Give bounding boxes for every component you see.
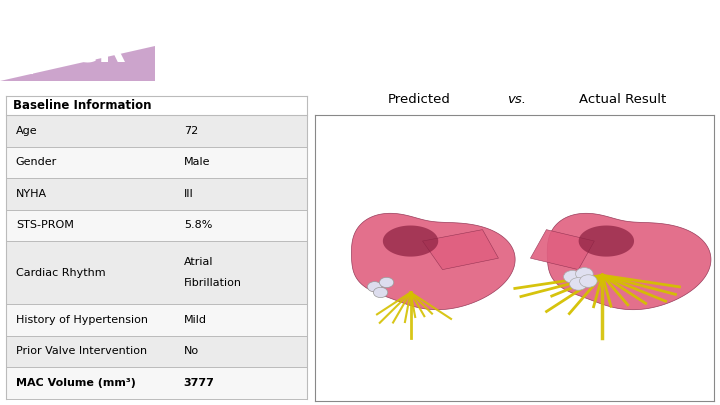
Circle shape — [570, 277, 588, 290]
Text: Case Study 1: Caseous Calcification: Case Study 1: Caseous Calcification — [238, 31, 623, 51]
Circle shape — [379, 277, 394, 288]
Bar — [6, 147, 307, 178]
Polygon shape — [351, 213, 515, 310]
Text: Atrial: Atrial — [184, 257, 213, 267]
Circle shape — [367, 281, 382, 292]
Circle shape — [374, 287, 388, 298]
Text: 72: 72 — [184, 126, 198, 136]
Bar — [6, 209, 307, 241]
Polygon shape — [579, 226, 634, 257]
Polygon shape — [531, 230, 594, 270]
Text: Predicted: Predicted — [387, 94, 451, 107]
Text: Actual Result: Actual Result — [579, 94, 666, 107]
Polygon shape — [383, 226, 438, 257]
Text: MAC Volume (mm³): MAC Volume (mm³) — [16, 378, 135, 388]
Text: III: III — [184, 189, 194, 199]
Circle shape — [580, 275, 597, 287]
Circle shape — [575, 268, 593, 280]
Text: Age: Age — [16, 126, 37, 136]
Text: PCR: PCR — [46, 34, 127, 68]
Bar — [6, 241, 307, 304]
Circle shape — [564, 271, 581, 283]
Polygon shape — [423, 230, 498, 270]
Text: Prior Valve Intervention: Prior Valve Intervention — [16, 346, 147, 356]
Text: Fibrillation: Fibrillation — [184, 278, 242, 288]
Bar — [6, 115, 307, 147]
Text: No: No — [184, 346, 199, 356]
Text: STS-PROM: STS-PROM — [16, 220, 73, 230]
Text: NYHA: NYHA — [16, 189, 47, 199]
Text: Mild: Mild — [184, 315, 207, 325]
Text: Baseline Information: Baseline Information — [13, 99, 151, 112]
Text: Male: Male — [184, 157, 210, 167]
Bar — [6, 304, 307, 335]
Bar — [6, 367, 307, 399]
Text: History of Hypertension: History of Hypertension — [16, 315, 148, 325]
Text: Gender: Gender — [16, 157, 57, 167]
Text: 5.8%: 5.8% — [184, 220, 212, 230]
Polygon shape — [547, 213, 711, 310]
Polygon shape — [0, 46, 155, 81]
Bar — [6, 335, 307, 367]
Bar — [6, 178, 307, 209]
Text: 2019: 2019 — [13, 27, 23, 55]
Text: 3777: 3777 — [184, 378, 215, 388]
Text: vs.: vs. — [507, 94, 526, 107]
Text: Cardiac Rhythm: Cardiac Rhythm — [16, 268, 105, 277]
Text: euro: euro — [50, 14, 75, 24]
